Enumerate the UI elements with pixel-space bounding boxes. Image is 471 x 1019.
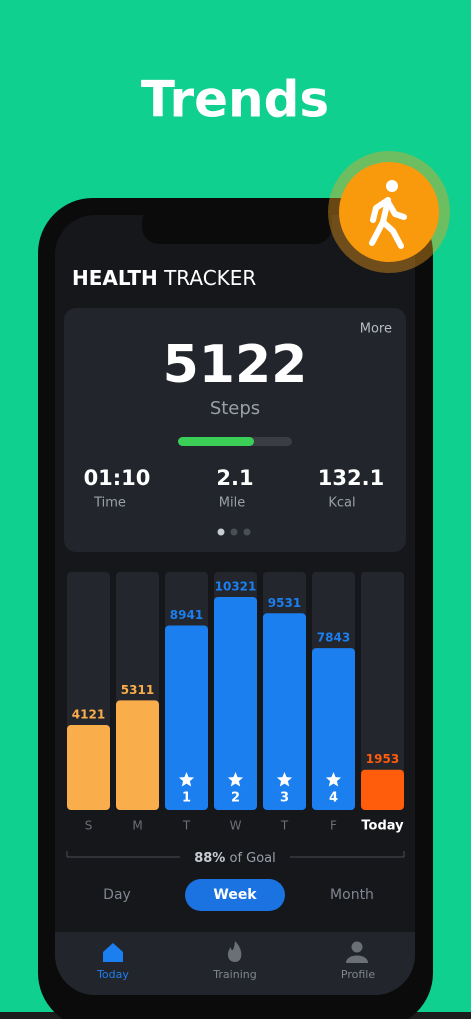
value-label: 9531 — [268, 596, 301, 610]
steps-count: 5122 — [163, 335, 308, 395]
value-label: 8941 — [170, 608, 203, 622]
bar — [214, 597, 257, 810]
page-title: Trends — [141, 71, 329, 129]
value-label: 1953 — [366, 752, 399, 766]
page-dot — [217, 528, 225, 536]
tab-label[interactable]: Training — [212, 968, 256, 981]
goal-percent: 88% — [194, 851, 225, 866]
value-label: 7843 — [317, 631, 350, 645]
star-icon — [276, 772, 293, 787]
value-label: 10321 — [215, 580, 257, 594]
walk-badge[interactable] — [339, 162, 439, 262]
progress-fill — [178, 437, 254, 446]
x-tick-label: T — [182, 819, 191, 833]
bar — [67, 724, 110, 810]
page-dot — [243, 528, 251, 536]
x-tick-label: Today — [361, 819, 404, 834]
notch — [142, 205, 332, 244]
header-light: TRACKER — [163, 266, 256, 290]
bar — [312, 648, 355, 810]
star-icon — [227, 772, 244, 787]
x-tick-label: M — [132, 819, 142, 833]
stat-label: Time — [93, 496, 126, 511]
period-tab[interactable]: Week — [213, 887, 257, 903]
period-active[interactable] — [185, 879, 285, 911]
header-bold: HEALTH — [72, 266, 158, 290]
training-icon[interactable] — [227, 941, 242, 962]
goal-label: of Goal — [229, 851, 275, 866]
summary-card — [64, 308, 406, 552]
profile-icon[interactable] — [351, 941, 363, 953]
stat-value: 2.1 — [216, 466, 253, 490]
bar — [263, 613, 306, 810]
bar — [361, 769, 404, 810]
stat-label: Mile — [219, 496, 245, 511]
bar — [165, 625, 208, 810]
walk-icon — [369, 180, 407, 249]
period-tab[interactable]: Day — [103, 887, 131, 903]
bar-track — [361, 572, 404, 810]
page-dot — [230, 528, 238, 536]
stat-value: 132.1 — [318, 466, 384, 490]
tab-label[interactable]: Today — [96, 968, 129, 981]
x-tick-label: S — [85, 819, 93, 833]
badge-label: 1 — [182, 791, 191, 806]
bar — [116, 700, 159, 810]
value-label: 4121 — [72, 707, 105, 721]
app-header: HEALTH TRACKER — [72, 266, 256, 290]
profile-icon[interactable] — [346, 955, 368, 964]
x-tick-label: W — [230, 819, 242, 833]
star-icon — [325, 772, 342, 787]
badge-label: 2 — [231, 791, 240, 806]
steps-label: Steps — [210, 398, 260, 419]
stat-label: Kcal — [328, 496, 355, 511]
home-icon[interactable] — [103, 943, 123, 962]
x-tick-label: F — [330, 819, 337, 833]
more-link[interactable]: More — [360, 322, 392, 337]
badge-label: 3 — [280, 791, 289, 806]
stat-value: 01:10 — [84, 466, 151, 490]
goal-text: 88% of Goal — [194, 851, 276, 866]
bar-chart: 4121 S 5311 M 8941 T 1 10321 W 2 9531 T 3 7843 F 4 1953 T… — [67, 572, 404, 834]
value-label: 5311 — [121, 683, 154, 697]
badge-label: 4 — [329, 791, 338, 806]
x-tick-label: T — [280, 819, 289, 833]
tab-label[interactable]: Profile — [341, 968, 375, 981]
star-icon — [178, 772, 195, 787]
period-tab[interactable]: Month — [330, 887, 374, 903]
